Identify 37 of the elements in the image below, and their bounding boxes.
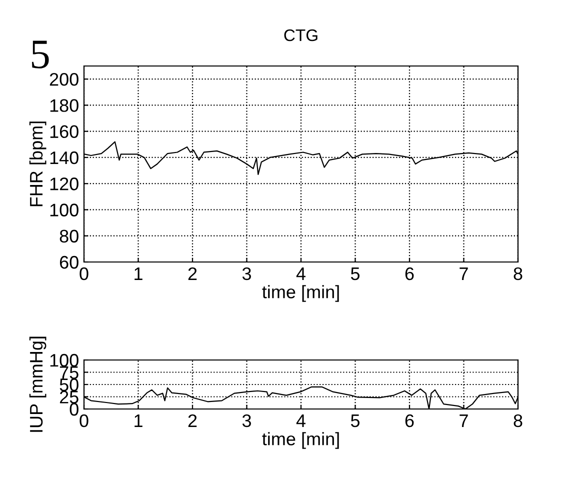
x-tick-label: 4: [296, 268, 306, 280]
x-tick-label: 1: [134, 268, 142, 280]
x-tick-label: 6: [405, 267, 414, 280]
x-tick-label: 1: [134, 414, 142, 427]
x-tick-label: 8: [514, 267, 522, 280]
x-tick-label: 2: [188, 267, 197, 280]
y-tick-label: 160: [50, 125, 78, 138]
text: 5: [32, 40, 49, 68]
y-tick-label: 120: [50, 178, 78, 190]
y-tick-label: 25: [60, 390, 78, 404]
y-tick-label: 200: [50, 73, 78, 86]
x-tick-label: 3: [242, 414, 251, 428]
y-tick-label: 0: [70, 402, 78, 416]
y-tick-label: 100: [50, 204, 78, 216]
x-tick-label: 2: [188, 414, 197, 427]
y-axis-title: FHR [bpm]: [29, 122, 46, 206]
y-tick-label: 80: [60, 230, 78, 243]
x-axis-title: time [min]: [262, 285, 339, 302]
x-tick-label: 6: [405, 414, 414, 428]
x-tick-label: 5: [350, 414, 360, 428]
x-tick-label: 7: [460, 268, 468, 280]
x-tick-label: 8: [514, 414, 522, 428]
x-tick-label: 5: [350, 268, 360, 280]
x-tick-label: 0: [80, 267, 88, 280]
x-tick-label: 4: [296, 414, 306, 427]
y-axis-title: IUP [mmHg]: [29, 336, 46, 432]
y-tick-label: 75: [60, 366, 78, 379]
chart-title: CTG: [284, 29, 318, 42]
x-tick-label: 7: [460, 414, 468, 427]
x-axis-title: time [min]: [262, 432, 339, 449]
y-tick-label: 180: [50, 99, 78, 112]
x-tick-label: 3: [242, 267, 251, 280]
y-tick-label: 100: [50, 354, 78, 367]
y-tick-label: 140: [50, 151, 78, 164]
x-tick-label: 0: [80, 414, 88, 428]
y-tick-label: 60: [60, 256, 78, 269]
y-tick-label: 50: [60, 378, 78, 392]
